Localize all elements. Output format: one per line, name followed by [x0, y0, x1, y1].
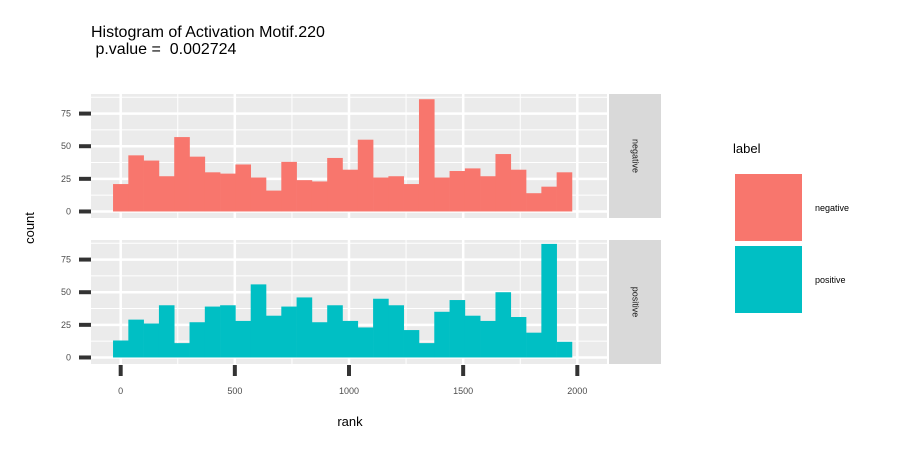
- bar-positive-23: [464, 315, 481, 358]
- bar-negative-26: [510, 169, 527, 212]
- bar-negative-3: [158, 176, 175, 212]
- legend-key-negative: [735, 174, 802, 241]
- x-tick-label: 2000: [567, 386, 587, 396]
- chart-subtitle: p.value = 0.002724: [91, 41, 237, 58]
- legend-key-positive: [735, 246, 802, 313]
- bar-positive-25: [495, 292, 512, 358]
- bar-negative-11: [281, 161, 297, 212]
- legend: label negative positive: [733, 141, 849, 313]
- bar-positive-13: [311, 322, 328, 358]
- bar-positive-9: [250, 284, 267, 358]
- facet-strip-label: negative: [631, 139, 641, 173]
- bar-positive-8: [235, 320, 252, 358]
- bar-negative-28: [541, 186, 557, 212]
- bar-positive-1: [128, 319, 144, 358]
- bar-negative-10: [266, 190, 282, 212]
- x-tick-label: 0: [118, 386, 123, 396]
- bar-negative-16: [357, 139, 374, 212]
- bar-positive-29: [556, 341, 573, 358]
- bar-negative-2: [143, 160, 160, 212]
- bar-negative-1: [128, 155, 144, 212]
- bar-positive-17: [373, 298, 389, 358]
- bar-negative-13: [311, 181, 328, 212]
- bar-negative-14: [327, 157, 343, 212]
- facet-strip-negative: [609, 94, 661, 218]
- chart-title: Histogram of Activation Motif.220: [91, 24, 325, 41]
- bar-positive-11: [281, 306, 297, 358]
- x-tick-label: 1000: [339, 386, 359, 396]
- y-axis-label: count: [22, 212, 37, 244]
- y-tick-label: 50: [61, 287, 71, 297]
- bar-negative-4: [174, 137, 190, 212]
- bar-positive-2: [143, 323, 160, 358]
- y-tick-label: 50: [61, 141, 71, 151]
- legend-label-negative: negative: [815, 203, 849, 213]
- bar-positive-14: [327, 305, 343, 358]
- bar-negative-22: [449, 171, 466, 212]
- facet-panels: 0 25 50 75 negative 0 25 50 75 positive 0 500 1000 15…: [61, 94, 661, 396]
- bar-negative-21: [434, 177, 450, 212]
- bar-positive-6: [204, 306, 221, 358]
- bar-positive-16: [357, 327, 374, 358]
- bar-negative-9: [250, 177, 267, 212]
- legend-label-positive: positive: [815, 275, 846, 285]
- bar-negative-25: [495, 154, 512, 212]
- bar-positive-0: [113, 340, 129, 358]
- bar-negative-12: [296, 180, 313, 212]
- legend-title: label: [733, 141, 761, 156]
- y-tick-label: 0: [66, 206, 71, 216]
- x-tick-label: 1500: [453, 386, 473, 396]
- bar-positive-4: [174, 343, 190, 358]
- bar-negative-20: [418, 99, 435, 212]
- bar-negative-8: [235, 164, 252, 212]
- bar-negative-19: [403, 184, 420, 212]
- bar-positive-12: [296, 297, 313, 358]
- y-tick-label: 75: [61, 255, 71, 265]
- y-tick-label: 25: [61, 174, 71, 184]
- bar-positive-28: [541, 243, 557, 358]
- bar-positive-15: [342, 320, 359, 358]
- bar-positive-26: [510, 317, 527, 358]
- bar-positive-5: [189, 322, 206, 358]
- bar-positive-20: [418, 343, 435, 358]
- bar-negative-23: [464, 168, 481, 212]
- bar-positive-7: [220, 305, 236, 358]
- bar-negative-0: [113, 184, 129, 212]
- bar-positive-21: [434, 311, 450, 358]
- bar-positive-24: [480, 320, 496, 358]
- bar-negative-18: [388, 176, 404, 212]
- bar-positive-27: [526, 332, 542, 358]
- bar-positive-22: [449, 300, 466, 358]
- facet-strip-label: positive: [631, 287, 641, 318]
- bar-negative-24: [480, 176, 496, 212]
- bar-negative-27: [526, 193, 542, 212]
- bar-negative-29: [556, 172, 573, 212]
- bar-negative-15: [342, 169, 359, 212]
- bar-negative-17: [373, 177, 389, 212]
- y-tick-label: 25: [61, 320, 71, 330]
- y-tick-label: 75: [61, 109, 71, 119]
- y-tick-label: 0: [66, 352, 71, 362]
- bar-positive-10: [266, 315, 282, 358]
- bar-positive-3: [158, 305, 175, 358]
- x-axis-label: rank: [337, 414, 363, 429]
- facet-strip-positive: [609, 240, 661, 364]
- x-tick-label: 500: [227, 386, 242, 396]
- bar-positive-18: [388, 305, 404, 358]
- bar-negative-7: [220, 173, 236, 212]
- bar-negative-6: [204, 172, 221, 212]
- bar-positive-19: [403, 330, 420, 358]
- bar-negative-5: [189, 156, 206, 212]
